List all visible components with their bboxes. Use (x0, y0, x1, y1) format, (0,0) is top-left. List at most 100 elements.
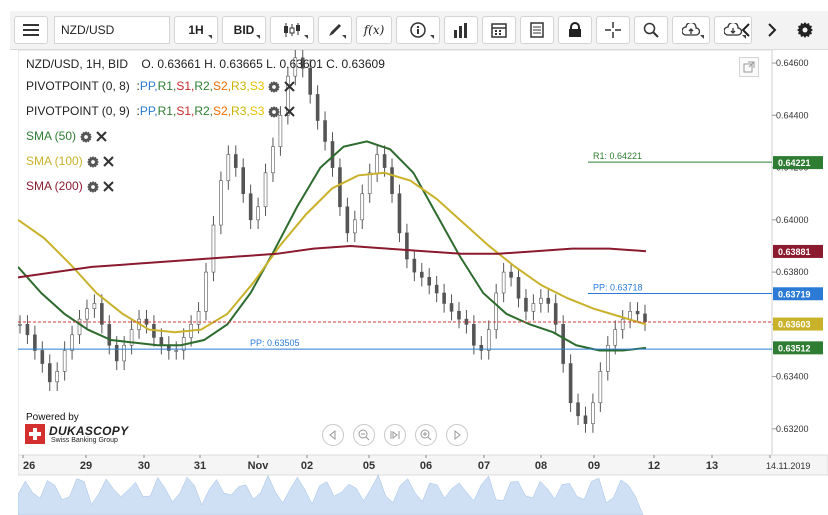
close-icon[interactable] (102, 156, 114, 168)
candle-body (509, 271, 513, 278)
y-tick-label: 0.63800 (776, 267, 809, 277)
offer-side-button[interactable]: BID (222, 16, 266, 44)
nav-zoom-in-button[interactable] (415, 424, 437, 446)
legend-name: PIVOTPOINT (0, 9) (26, 104, 130, 118)
legend-item: R2, (194, 104, 214, 118)
popout-icon (743, 61, 755, 73)
price-badge (773, 341, 823, 355)
detach-button[interactable] (739, 57, 759, 77)
upload-button[interactable] (672, 16, 710, 44)
y-tick-label: 0.64600 (776, 58, 809, 68)
legend-row: SMA (100) (26, 155, 114, 168)
candle-body (315, 94, 320, 121)
calendar-button[interactable] (482, 16, 516, 44)
price-chart[interactable]: 0.646000.644000.642000.640000.638000.636… (18, 50, 828, 515)
candle-body (539, 297, 543, 304)
x-tick-label: 29 (80, 460, 92, 472)
gear-icon[interactable] (86, 155, 99, 168)
candle-body (300, 57, 305, 69)
legend-item: R3, (231, 79, 250, 93)
plot-area[interactable] (18, 50, 773, 456)
candle-body (494, 292, 498, 330)
close-icon[interactable] (102, 181, 114, 193)
candle-body (643, 313, 647, 323)
x-tick-label: 05 (363, 460, 375, 472)
close-icon[interactable] (284, 81, 296, 93)
header-instrument: NZD/USD, 1H, BID (26, 57, 129, 71)
timeframe-label: 1H (188, 23, 204, 37)
gear-icon[interactable] (86, 180, 99, 193)
gear-icon[interactable] (268, 80, 281, 93)
nav-reset-button[interactable] (384, 424, 406, 446)
candle-body (405, 232, 409, 260)
legend-name: SMA (200) (26, 179, 83, 193)
candle-body (256, 206, 260, 221)
x-tick-label: 08 (535, 460, 547, 472)
legend-item: R1, (157, 104, 177, 118)
fit-icon (390, 431, 400, 439)
report-button[interactable] (520, 16, 554, 44)
price-badge (773, 287, 823, 301)
menu-button[interactable] (14, 16, 48, 44)
volume-button[interactable] (444, 16, 478, 44)
gear-icon[interactable] (268, 105, 281, 118)
candle-body (479, 344, 484, 351)
chart-area[interactable]: 0.646000.644000.642000.640000.638000.636… (18, 50, 828, 515)
gear-icon[interactable] (80, 130, 93, 143)
crosshair-icon (605, 22, 621, 38)
candle-body (40, 350, 45, 364)
x-axis-band (18, 454, 828, 476)
magnifier-icon (643, 22, 659, 38)
info-button[interactable] (396, 16, 440, 44)
close-icon[interactable] (96, 131, 107, 143)
candle-body (211, 224, 216, 273)
symbol-input[interactable]: NZD/USD (54, 16, 170, 44)
triangle-left-icon (329, 429, 336, 441)
triangle-right-icon (454, 429, 461, 441)
zoom-out-icon (358, 429, 370, 441)
legend-item: S1, (176, 104, 195, 118)
candle-body (427, 277, 432, 286)
timeframe-button[interactable]: 1H (174, 16, 218, 44)
legend-name: PIVOTPOINT (0, 8) (26, 79, 130, 93)
x-tick-label: 13 (706, 460, 718, 472)
gear-icon (797, 22, 813, 38)
candle-body (591, 402, 595, 424)
chart-type-button[interactable] (270, 16, 314, 44)
candle-body (233, 154, 238, 168)
scroll-left-button[interactable] (734, 16, 758, 44)
hamburger-icon (23, 24, 39, 36)
indicators-button[interactable]: f(x) (356, 16, 392, 44)
pivot-label: PP: 0.63505 (250, 338, 300, 348)
nav-zoom-out-button[interactable] (353, 424, 375, 446)
lock-button[interactable] (558, 16, 592, 44)
candle-body (18, 324, 22, 326)
document-icon (530, 22, 544, 38)
candle-body (323, 120, 327, 142)
candle-body (635, 310, 640, 315)
candle-body (353, 219, 357, 234)
scroll-right-button[interactable] (760, 16, 784, 44)
candle-body (561, 324, 565, 364)
candle-body (449, 303, 454, 312)
close-icon[interactable] (284, 106, 296, 118)
download-button[interactable] (714, 16, 752, 44)
legend-separator: : (129, 79, 140, 93)
pencil-icon (329, 24, 341, 36)
drawing-tools-button[interactable] (318, 16, 352, 44)
info-icon (410, 22, 426, 38)
settings-button[interactable] (790, 16, 820, 44)
candle-body (338, 167, 342, 208)
cloud-upload-icon (682, 23, 700, 36)
candle-body (241, 167, 246, 195)
candle-body (457, 310, 461, 320)
nav-forward-button[interactable] (446, 424, 468, 446)
zoom-button[interactable] (634, 16, 668, 44)
volume-navigator[interactable] (18, 474, 644, 515)
legend-item: R3, (231, 104, 250, 118)
crosshair-button[interactable] (596, 16, 630, 44)
y-tick-label: 0.63400 (776, 372, 809, 382)
bar-chart-icon (454, 23, 467, 38)
nav-back-button[interactable] (322, 424, 344, 446)
x-tick-label: 09 (588, 460, 600, 472)
